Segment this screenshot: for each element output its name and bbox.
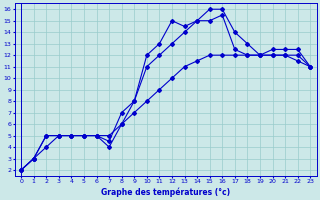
- X-axis label: Graphe des températures (°c): Graphe des températures (°c): [101, 187, 230, 197]
